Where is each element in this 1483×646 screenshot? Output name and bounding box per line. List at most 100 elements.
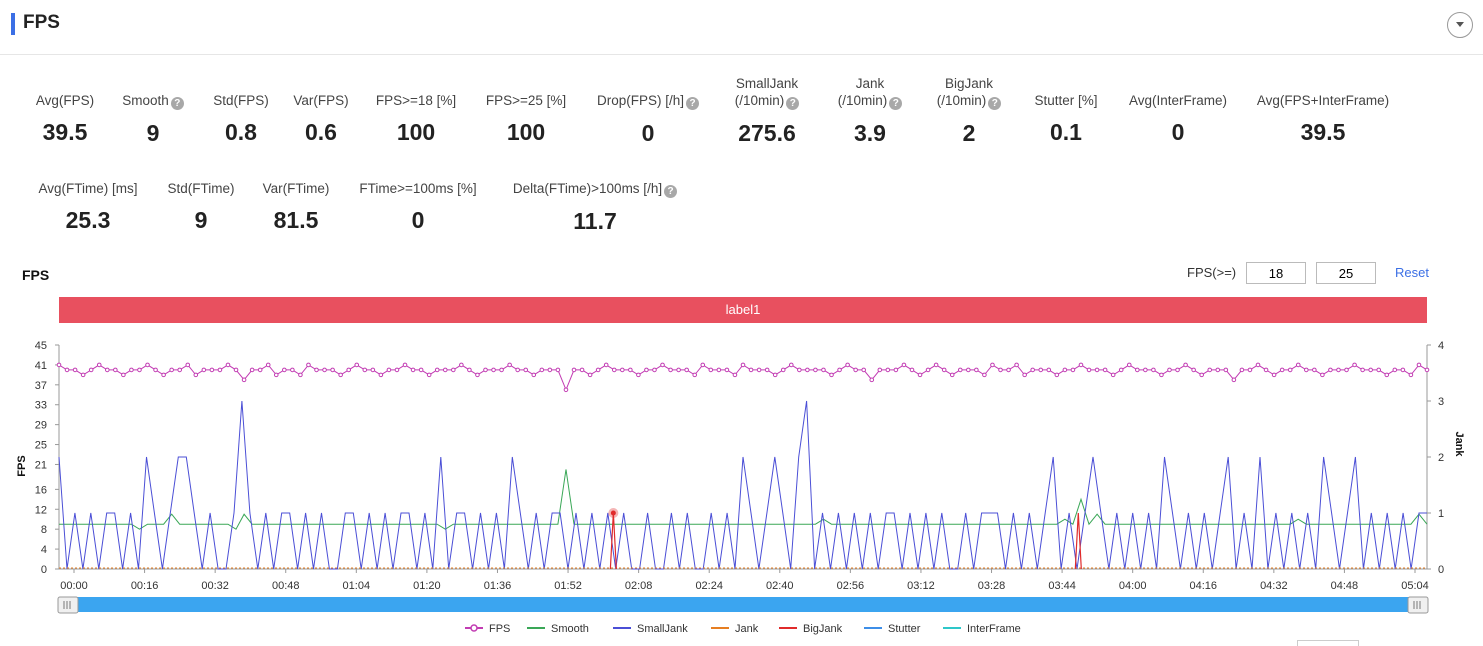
fps-point — [571, 367, 577, 373]
fps-point — [853, 367, 858, 373]
row1-metric: SmallJank (/10min)? 275.6 — [677, 75, 857, 147]
metric-label-text: Delta(FTime)>100ms [/h] — [512, 181, 663, 196]
fps-point — [185, 362, 191, 368]
y-tick-label: 37 — [35, 380, 47, 392]
fps-point — [1006, 367, 1011, 373]
metric-value: 0 — [641, 120, 655, 146]
fps-point — [72, 367, 78, 373]
fps-point — [990, 362, 995, 368]
fps-point — [515, 367, 520, 373]
fps-point — [249, 367, 255, 373]
fps-point — [410, 367, 416, 373]
help-icon[interactable]: ? — [786, 97, 800, 110]
y-axis-title: FPS — [16, 455, 28, 476]
metric-label: Avg(FTime) [ms] — [0, 180, 178, 197]
metric-label-text: Std(FPS) — [213, 93, 269, 108]
fps-point — [563, 387, 569, 393]
fps-point — [660, 362, 665, 368]
help-icon[interactable]: ? — [686, 97, 700, 110]
metric-label-text: Var(FPS) — [293, 93, 349, 108]
fps-point — [748, 367, 754, 373]
fps-point — [1360, 367, 1365, 373]
fps-point — [282, 367, 287, 373]
fps-point — [1167, 367, 1172, 373]
help-icon[interactable]: ? — [889, 97, 903, 110]
row1-metric: Jank (/10min)? 3.9 — [780, 75, 960, 147]
section-title: FPS — [23, 12, 60, 33]
fps-point — [821, 367, 826, 373]
fps-point — [1030, 367, 1035, 373]
row2-metric: Std(FTime) 9 — [111, 180, 291, 234]
fps-point — [732, 372, 738, 378]
x-tick-label: 05:04 — [1401, 580, 1429, 592]
fps-point — [708, 367, 714, 373]
label-bar[interactable]: label1 — [59, 297, 1427, 323]
section-accent-bar — [11, 13, 15, 35]
metric-label: Avg(FPS+InterFrame) — [1233, 92, 1413, 109]
fps-point — [1408, 372, 1414, 378]
y2-tick-label: 2 — [1438, 452, 1444, 464]
fps-point — [137, 367, 142, 373]
fps-point — [1078, 362, 1084, 368]
metric-label: Jank (/10min)? — [780, 75, 960, 110]
metric-value: 39.5 — [1300, 119, 1346, 145]
x-tick-label: 00:16 — [131, 580, 159, 592]
row1-metric: Drop(FPS) [/h]? 0 — [558, 92, 738, 147]
metric-label: Smooth? — [63, 92, 243, 110]
fps-point — [145, 362, 150, 368]
fps-point — [378, 372, 384, 378]
fps-point — [1263, 367, 1269, 373]
fps-point — [1239, 367, 1245, 373]
row1-metric: FPS>=25 [%] 100 — [436, 92, 616, 146]
fps-point — [1102, 367, 1108, 373]
fps-point — [547, 367, 553, 373]
fps-point — [692, 372, 698, 378]
fps-point — [1054, 372, 1060, 378]
collapse-button[interactable] — [1447, 12, 1473, 38]
x-tick-label: 03:44 — [1048, 580, 1076, 592]
fps-point — [869, 377, 875, 383]
fps-point — [1159, 372, 1164, 378]
metric-label: Var(FPS) — [231, 92, 411, 109]
x-tick-label: 01:52 — [554, 580, 582, 592]
fps-point — [1135, 367, 1140, 373]
x-tick-label: 03:28 — [978, 580, 1006, 592]
fps-point — [1086, 367, 1092, 373]
fps-point — [949, 372, 955, 378]
fps-point — [1271, 372, 1277, 378]
series-smooth-line — [59, 469, 1428, 530]
help-icon[interactable]: ? — [988, 97, 1002, 110]
fps-point — [491, 367, 496, 373]
fps-threshold-label: FPS(>=) — [1187, 265, 1237, 280]
row1-metric: Var(FPS) 0.6 — [231, 92, 411, 146]
metric-value: 0 — [411, 207, 425, 233]
series-bigjank-spike — [609, 512, 617, 570]
fps-point — [233, 367, 239, 373]
fps-point — [1046, 367, 1052, 373]
fps-point — [1392, 367, 1398, 373]
fps-point — [788, 362, 794, 368]
fps-point — [716, 367, 722, 373]
fps-point — [603, 362, 609, 368]
fps-point — [426, 372, 432, 378]
y-tick-label: 33 — [35, 400, 47, 412]
fps-threshold-low-input[interactable] — [1246, 262, 1306, 284]
x-tick-label: 04:16 — [1189, 580, 1217, 592]
help-icon[interactable]: ? — [170, 97, 184, 110]
y2-tick-label: 4 — [1438, 340, 1444, 352]
x-tick-label: 01:04 — [343, 580, 371, 592]
fps-point — [611, 367, 617, 373]
fps-point — [837, 367, 842, 373]
fps-point — [668, 367, 673, 373]
row1-metric: Avg(FPS) 39.5 — [0, 92, 155, 146]
fps-point — [1352, 362, 1357, 368]
fps-threshold-high-input[interactable] — [1316, 262, 1376, 284]
highlight-marker — [608, 508, 619, 518]
metric-value: 2 — [962, 120, 976, 146]
fps-point — [966, 367, 971, 373]
help-icon[interactable]: ? — [664, 185, 678, 198]
reset-link[interactable]: Reset — [1395, 265, 1429, 280]
fps-point — [322, 367, 327, 373]
fps-point — [805, 367, 810, 373]
fps-point — [209, 367, 215, 373]
